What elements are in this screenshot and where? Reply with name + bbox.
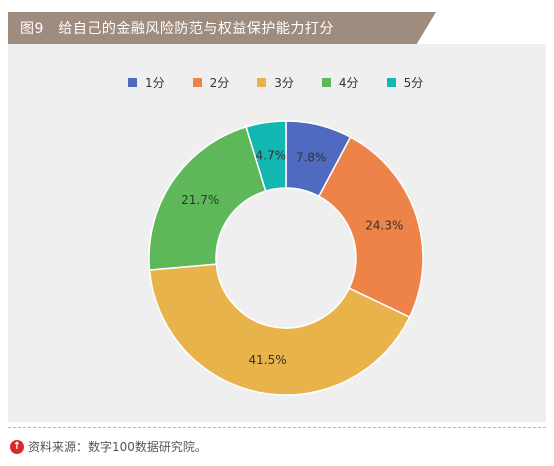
slice-data-label: 24.3% (365, 219, 403, 233)
legend-swatch (321, 78, 331, 87)
source-text: 资料来源：数字100数据研究院。 (28, 440, 207, 454)
chart-panel: 1分 2分 3分 4分 5分 7.8% 24.3% 41.5% 21.7% 4.7% (8, 44, 546, 422)
legend-label: 4分 (338, 76, 359, 90)
legend-swatch (192, 78, 202, 87)
legend-label: 2分 (209, 76, 230, 90)
donut-slice-3 (148, 263, 411, 396)
legend-swatch (386, 78, 396, 87)
donut-slice-2 (317, 136, 424, 319)
legend-item-4: 4分 (321, 74, 359, 91)
slice-data-label: 41.5% (249, 353, 287, 367)
legend-item-3: 3分 (257, 74, 294, 91)
legend-swatch (257, 78, 267, 87)
legend: 1分 2分 3分 4分 5分 (128, 74, 451, 91)
legend-label: 1分 (145, 76, 165, 90)
legend-label: 3分 (274, 76, 294, 90)
donut-slice-4 (148, 125, 267, 271)
legend-swatch (128, 78, 137, 87)
donut-chart: 7.8% 24.3% 41.5% 21.7% 4.7% (148, 120, 424, 396)
legend-label: 5分 (403, 76, 424, 90)
legend-item-5: 5分 (386, 74, 424, 91)
slice-data-label: 7.8% (296, 151, 327, 165)
slice-data-label: 21.7% (181, 193, 219, 207)
footer-divider (8, 427, 546, 428)
legend-item-1: 1分 (128, 74, 165, 91)
legend-item-2: 2分 (192, 74, 230, 91)
source-note: ↑ 资料来源：数字100数据研究院。 (10, 438, 207, 455)
figure-title: 图9 给自己的金融风险防范与权益保护能力打分 (20, 21, 334, 37)
donut-slice-5 (245, 120, 287, 192)
slice-data-label: 4.7% (256, 149, 287, 163)
source-arrow-icon: ↑ (10, 439, 24, 454)
figure-title-bar: 图9 给自己的金融风险防范与权益保护能力打分 (8, 12, 436, 44)
